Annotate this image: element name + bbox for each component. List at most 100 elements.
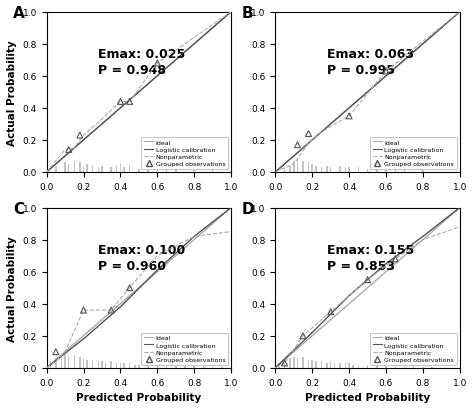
Point [65,147,73,153]
Bar [284,360,285,368]
Bar [394,171,396,173]
Bar [83,358,84,368]
Text: D: D [242,202,255,217]
Point [305,131,312,137]
Bar [123,363,125,368]
Bar [315,166,317,173]
Bar [135,365,136,368]
Bar [422,367,424,368]
Bar [129,363,130,368]
Bar [311,164,313,173]
Bar [357,365,359,368]
Bar [330,362,331,368]
Bar [105,363,106,368]
Bar [326,166,328,173]
X-axis label: Predicted Probability: Predicted Probability [305,392,430,402]
Y-axis label: Actual Probability: Actual Probability [7,235,17,341]
Point [382,69,390,75]
Point [346,113,353,120]
Bar [289,358,291,368]
Bar [92,166,93,173]
Bar [321,168,322,173]
Bar [68,357,70,368]
Text: P = 0.853: P = 0.853 [327,259,395,272]
X-axis label: Predicted Probability: Predicted Probability [76,392,201,402]
Bar [55,166,56,173]
Bar [73,161,75,173]
Bar [345,363,346,368]
Bar [203,366,204,368]
Text: P = 0.960: P = 0.960 [98,259,166,272]
Bar [308,360,309,368]
Bar [394,366,396,368]
Bar [98,168,99,173]
Bar [193,366,195,368]
Bar [339,166,341,173]
Bar [138,365,140,368]
Bar [73,355,75,368]
Point [52,348,60,355]
Bar [55,358,56,368]
Bar [212,367,213,368]
Bar [166,366,167,368]
Bar [308,163,309,173]
Bar [311,360,313,368]
Point [126,99,134,106]
Bar [110,168,112,173]
Bar [86,360,88,368]
Bar [348,168,350,173]
Bar [278,363,280,368]
Bar [119,363,121,368]
Text: Emax: 0.063: Emax: 0.063 [327,48,414,61]
Text: Emax: 0.025: Emax: 0.025 [98,48,185,61]
Bar [175,366,176,368]
Bar [297,160,298,173]
Bar [156,365,158,368]
Bar [348,363,350,368]
Point [364,276,372,283]
Bar [79,357,81,368]
Bar [156,169,158,173]
Legend: Ideal, Logistic calibration, Nonparametric, Grouped observations: Ideal, Logistic calibration, Nonparametr… [370,333,457,365]
Point [299,333,307,339]
Point [294,142,301,148]
Bar [175,171,176,173]
Text: P = 0.948: P = 0.948 [98,64,166,77]
Bar [64,163,66,173]
Bar [116,363,118,368]
Point [154,61,161,67]
Bar [79,163,81,173]
Point [108,307,115,314]
Bar [147,365,149,368]
Bar [385,169,387,173]
Bar [284,168,285,173]
Bar [376,169,378,173]
Y-axis label: Actual Probability: Actual Probability [7,40,17,145]
Point [281,360,288,366]
Bar [92,362,93,368]
Legend: Ideal, Logistic calibration, Nonparametric, Grouped observations: Ideal, Logistic calibration, Nonparametr… [141,137,228,169]
Bar [321,362,322,368]
Bar [119,164,121,173]
Bar [101,362,103,368]
Text: A: A [13,6,25,21]
Point [80,307,87,314]
Bar [326,363,328,368]
Text: C: C [13,202,25,217]
Point [392,256,399,263]
Bar [293,357,294,368]
Bar [64,355,66,368]
Text: B: B [242,6,254,21]
Bar [61,357,62,368]
Bar [138,169,140,173]
Legend: Ideal, Logistic calibration, Nonparametric, Grouped observations: Ideal, Logistic calibration, Nonparametr… [141,333,228,365]
Bar [330,168,331,173]
Bar [334,363,335,368]
Point [117,99,124,106]
Bar [184,366,186,368]
Bar [193,171,195,173]
Bar [431,367,433,368]
Bar [367,169,368,173]
Bar [404,171,405,173]
Bar [86,164,88,173]
